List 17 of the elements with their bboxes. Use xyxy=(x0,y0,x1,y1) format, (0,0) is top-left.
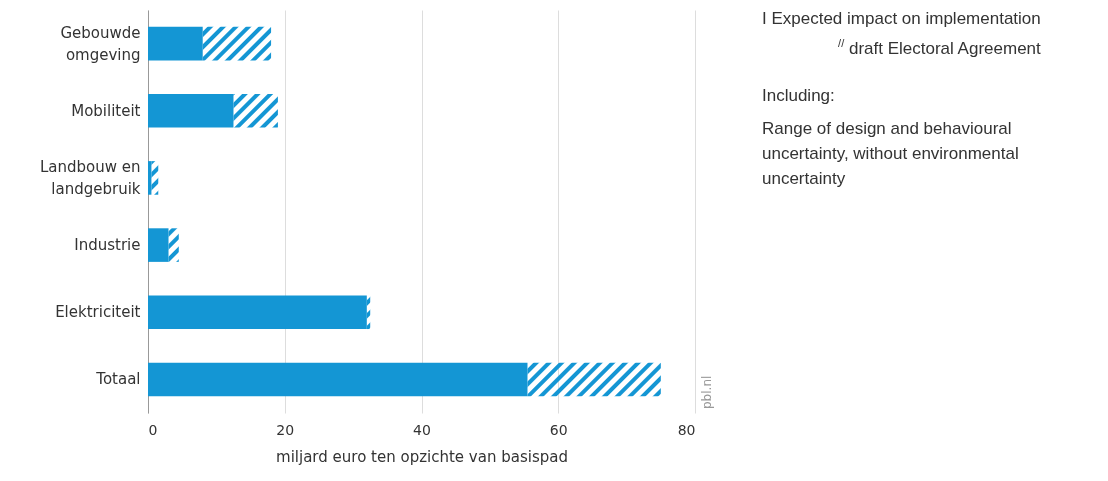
x-tick-label: 40 xyxy=(413,421,431,438)
y-tick-label: Gebouwde omgeving xyxy=(60,23,141,64)
x-tick-label: 0 xyxy=(148,421,158,438)
y-tick-label: Totaal xyxy=(95,370,141,389)
x-axis-title: miljard euro ten opzichte van basispad xyxy=(276,447,568,466)
text: pbl.nl xyxy=(700,375,714,409)
text: Range of design and behavioural uncertainty, without environmental uncertainty xyxy=(762,117,1020,190)
y-tick-label: Elektriciteit xyxy=(55,303,141,322)
text: I Expected impact on implementation xyxy=(762,8,1041,30)
y-tick-label: Industrie xyxy=(74,236,141,255)
x-tick-label: 80 xyxy=(677,421,696,438)
text: $^{//}$ draft Electoral Agreement xyxy=(837,36,1041,60)
y-tick-label: Landbouw en landgebruik xyxy=(39,157,141,198)
text: Including: xyxy=(762,84,836,107)
y-tick-label: Mobiliteit xyxy=(71,101,141,120)
x-tick-label: 60 xyxy=(549,421,568,438)
x-tick-label: 20 xyxy=(276,421,295,438)
